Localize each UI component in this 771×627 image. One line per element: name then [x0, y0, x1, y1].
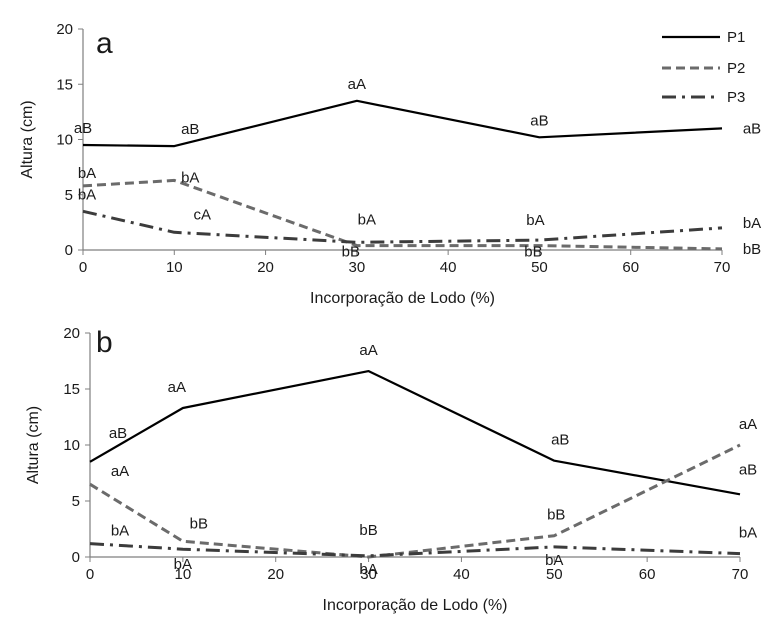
panel-a-p2-point-label: bB [342, 244, 360, 261]
panel-b-p2-point-label: bB [547, 507, 565, 524]
panel-b-y-tick-label: 15 [63, 381, 80, 398]
panel-a-p1-point-label: aB [530, 112, 548, 129]
panel-a-series-p1-line [82, 99, 723, 148]
panel-a-p2-point-label: bA [78, 165, 96, 182]
panel-a-p2-point-label: bB [524, 244, 542, 261]
panel-a-y-tick-label: 10 [56, 132, 73, 149]
panel-a-p1-point-label: aB [181, 121, 199, 138]
panel-a-y-tick-label: 15 [56, 76, 73, 93]
panel-a-x-tick-label: 50 [531, 259, 548, 276]
panel-a-p1-point-label: aB [74, 120, 92, 137]
panel-b-x-tick-label: 10 [175, 566, 192, 583]
panel-b-x-tick-label: 30 [360, 566, 377, 583]
panel-a-p3-point-label: bA [743, 215, 761, 232]
panel-b-series-p3-line [89, 542, 741, 558]
panel-b-p1-point-label: aB [739, 461, 757, 478]
panel-a-y-tick-label: 0 [65, 242, 73, 259]
panel-b-x-tick-label: 70 [732, 566, 749, 583]
panel-b-x-tick-label: 60 [639, 566, 656, 583]
panel-b-p1-point-label: aB [109, 425, 127, 442]
panel-b-p3-point-label: bA [111, 523, 129, 540]
panel-a-series-p2-line [82, 178, 723, 251]
panel-a-p1-point-label: aA [348, 76, 366, 93]
panel-a-x-tick-label: 30 [349, 259, 366, 276]
panel-a-x-tick-label: 20 [257, 259, 274, 276]
panel-a-p3-point-label: bA [358, 211, 376, 228]
panel-b-p3-point-label: bA [359, 561, 377, 578]
panel-b-y-axis-label: Altura (cm) [25, 406, 42, 484]
panel-a-x-tick-label: 40 [440, 259, 457, 276]
panel-b-x-tick-label: 20 [267, 566, 284, 583]
panel-a-y-axis-label: Altura (cm) [19, 100, 36, 178]
panel-a-p3-point-label: bA [78, 186, 96, 203]
panel-a-p3-point-label: cA [194, 206, 212, 223]
panel-b-p2-point-label: bB [190, 515, 208, 532]
panel-a-legend-label-p1: P1 [727, 29, 745, 46]
panel-b-p3-point-label: bA [739, 525, 757, 542]
panel-b-series-p2-line [89, 443, 741, 559]
panel-b-x-tick-label: 0 [86, 566, 94, 583]
panel-b-p1-point-label: aA [168, 379, 186, 396]
panel-a-p3-point-label: bA [526, 212, 544, 229]
panel-a-letter: a [96, 27, 113, 60]
panel-b-p3-point-label: bA [174, 556, 192, 573]
panel-b-y-tick-label: 5 [72, 493, 80, 510]
panel-a-p2-point-label: bA [181, 169, 199, 186]
panel-b-p2-point-label: bB [359, 522, 377, 539]
panel-a-x-axis-label: Incorporação de Lodo (%) [310, 290, 495, 307]
panel-b-x-tick-label: 40 [453, 566, 470, 583]
panel-a-p2-point-label: bB [743, 241, 761, 258]
panel-b-p2-point-label: aA [111, 463, 129, 480]
panel-a-legend-label-p3: P3 [727, 89, 745, 106]
panel-a-p1-point-label: aB [743, 120, 761, 137]
panel-b-y-tick-label: 10 [63, 437, 80, 454]
panel-a-x-tick-label: 0 [79, 259, 87, 276]
panel-a-x-tick-label: 60 [622, 259, 639, 276]
panel-a-x-tick-label: 10 [166, 259, 183, 276]
panel-b-y-tick-label: 20 [63, 325, 80, 342]
panel-b-p2-point-label: aA [739, 416, 757, 433]
panel-a-x-tick-label: 70 [714, 259, 731, 276]
panel-a-legend-label-p2: P2 [727, 60, 745, 77]
panel-b-y-tick-label: 0 [72, 549, 80, 566]
panel-b-letter: b [96, 326, 113, 359]
panel-b-x-axis-label: Incorporação de Lodo (%) [323, 597, 508, 614]
panel-a-series-p3-line [82, 209, 723, 244]
panel-a-y-tick-label: 20 [56, 21, 73, 38]
panel-a-y-tick-label: 5 [65, 187, 73, 204]
panel-b-p3-point-label: bA [545, 552, 563, 569]
panel-b-p1-point-label: aA [359, 342, 377, 359]
panel-b-series-p1-line [89, 370, 741, 496]
panel-b-p1-point-label: aB [551, 432, 569, 449]
panel-b-x-tick-label: 50 [546, 566, 563, 583]
